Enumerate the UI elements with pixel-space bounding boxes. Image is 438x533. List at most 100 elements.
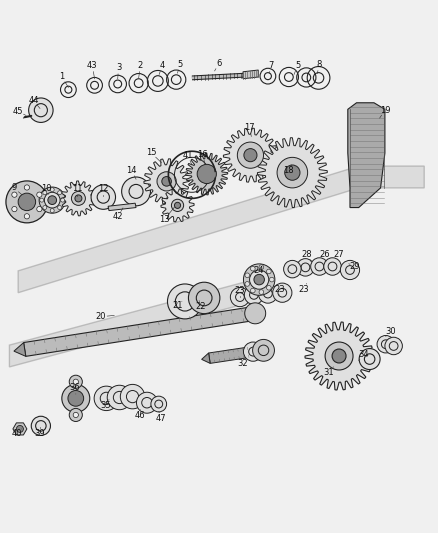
Circle shape — [377, 335, 395, 353]
Text: 22: 22 — [195, 302, 206, 311]
Text: 34: 34 — [359, 350, 369, 359]
Polygon shape — [258, 138, 327, 207]
Text: 15: 15 — [146, 149, 156, 157]
Circle shape — [31, 416, 50, 435]
Circle shape — [253, 340, 275, 361]
Circle shape — [6, 181, 48, 223]
Text: 14: 14 — [127, 166, 137, 175]
Polygon shape — [24, 307, 254, 357]
Text: 39: 39 — [35, 429, 45, 438]
Text: 23: 23 — [299, 285, 310, 294]
Circle shape — [16, 425, 23, 432]
Text: 41: 41 — [182, 151, 193, 160]
Text: 10: 10 — [41, 184, 52, 193]
Circle shape — [62, 384, 90, 413]
Circle shape — [44, 192, 60, 208]
Polygon shape — [61, 181, 96, 216]
Circle shape — [332, 349, 346, 363]
Polygon shape — [243, 70, 258, 79]
Text: 20: 20 — [96, 312, 106, 321]
Circle shape — [12, 206, 17, 212]
Circle shape — [120, 384, 145, 409]
Circle shape — [167, 284, 202, 319]
Circle shape — [230, 287, 250, 306]
Text: 8: 8 — [317, 60, 322, 69]
Circle shape — [58, 206, 62, 209]
Polygon shape — [201, 353, 210, 364]
Circle shape — [50, 188, 54, 192]
Circle shape — [151, 396, 166, 412]
Circle shape — [244, 342, 263, 361]
Circle shape — [245, 281, 250, 286]
Polygon shape — [108, 203, 136, 211]
Text: 35: 35 — [100, 401, 111, 410]
Circle shape — [39, 187, 65, 213]
Text: 28: 28 — [302, 250, 312, 259]
Circle shape — [251, 288, 255, 293]
Circle shape — [50, 208, 54, 213]
Text: 3: 3 — [116, 63, 121, 72]
Circle shape — [324, 258, 341, 275]
Circle shape — [188, 282, 220, 313]
Text: 45: 45 — [13, 107, 23, 116]
Circle shape — [12, 192, 17, 197]
Circle shape — [269, 277, 274, 282]
Circle shape — [43, 206, 47, 209]
Text: 23: 23 — [235, 286, 245, 295]
Circle shape — [122, 177, 150, 206]
Circle shape — [37, 206, 42, 212]
Circle shape — [258, 284, 278, 303]
Text: 26: 26 — [319, 250, 330, 259]
Text: 43: 43 — [87, 61, 98, 70]
Text: 23: 23 — [275, 285, 286, 294]
Text: 47: 47 — [156, 414, 167, 423]
Circle shape — [237, 142, 264, 168]
Circle shape — [73, 413, 78, 417]
Circle shape — [24, 185, 29, 190]
Text: 18: 18 — [283, 166, 294, 175]
Circle shape — [244, 285, 264, 304]
Circle shape — [137, 392, 157, 413]
Text: 16: 16 — [197, 150, 208, 159]
Text: 19: 19 — [380, 106, 390, 115]
Circle shape — [24, 214, 29, 219]
Circle shape — [157, 172, 176, 191]
Circle shape — [75, 195, 82, 202]
Circle shape — [69, 408, 82, 422]
Circle shape — [259, 290, 264, 294]
Text: 17: 17 — [244, 123, 255, 132]
Circle shape — [273, 283, 292, 302]
Circle shape — [325, 342, 353, 370]
Circle shape — [37, 192, 42, 197]
Text: 24: 24 — [253, 266, 264, 276]
Text: 6: 6 — [216, 59, 222, 68]
Circle shape — [251, 266, 255, 271]
Polygon shape — [14, 343, 26, 357]
Polygon shape — [161, 189, 194, 222]
Text: 9: 9 — [11, 183, 16, 192]
Circle shape — [40, 198, 44, 202]
Circle shape — [73, 379, 78, 384]
Circle shape — [284, 261, 301, 278]
Text: 40: 40 — [12, 429, 22, 438]
Text: 4: 4 — [159, 61, 165, 70]
Polygon shape — [223, 128, 278, 182]
Text: 21: 21 — [172, 301, 183, 310]
Circle shape — [254, 274, 265, 285]
Circle shape — [385, 337, 403, 354]
Circle shape — [28, 98, 53, 123]
Circle shape — [267, 285, 271, 290]
Circle shape — [43, 191, 47, 195]
Circle shape — [311, 258, 328, 275]
Circle shape — [340, 261, 360, 280]
Circle shape — [61, 198, 65, 202]
Text: 13: 13 — [159, 215, 170, 224]
Text: 1: 1 — [59, 72, 64, 81]
Text: 27: 27 — [334, 250, 344, 259]
Text: 31: 31 — [324, 368, 334, 377]
Circle shape — [58, 191, 62, 195]
Text: 12: 12 — [98, 184, 109, 193]
Text: 29: 29 — [349, 262, 360, 271]
Circle shape — [244, 149, 257, 161]
Circle shape — [250, 270, 269, 289]
